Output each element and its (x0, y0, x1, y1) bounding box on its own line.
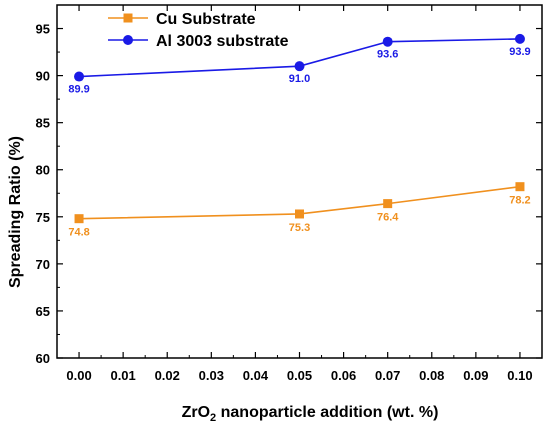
legend: Cu Substrate Al 3003 substrate (108, 11, 289, 50)
x-tick-label: 0.05 (287, 368, 312, 383)
x-tick-label: 0.08 (419, 368, 444, 383)
al-data-point (74, 71, 85, 82)
cu-data-point (74, 214, 84, 224)
x-tick-label: 0.02 (155, 368, 180, 383)
legend-circle-marker (123, 35, 133, 45)
x-tick-label: 0.00 (66, 368, 91, 383)
y-tick-label: 80 (36, 163, 50, 178)
series-lines (74, 33, 525, 224)
x-tick-label: 0.06 (331, 368, 356, 383)
plot-frame (56, 4, 543, 359)
x-tick-label: 0.04 (243, 368, 269, 383)
cu-data-label: 74.8 (68, 227, 89, 239)
y-tick-label: 65 (36, 304, 50, 319)
al-3003-line (79, 38, 520, 78)
al-data-label: 91.0 (289, 73, 310, 85)
al-data-point (382, 36, 393, 47)
al-data-label: 93.6 (377, 49, 398, 61)
cu-data-label: 76.4 (377, 212, 399, 224)
x-axis-title-rest: nanoparticle addition (wt. %) (216, 404, 438, 421)
x-tick-label: 0.03 (199, 368, 224, 383)
y-tick-label: 90 (36, 69, 50, 84)
al-data-label: 89.9 (68, 84, 89, 96)
y-tick-label: 70 (36, 257, 50, 272)
cu-data-point (515, 182, 525, 192)
x-tick-label: 0.10 (507, 368, 532, 383)
cu-data-label: 75.3 (289, 222, 310, 234)
tick-marks (57, 5, 542, 359)
data-labels: 74.8 75.3 76.4 78.2 89.9 91.0 93.6 93.9 (68, 46, 530, 239)
al-data-point (514, 33, 525, 44)
legend-entry-label: Cu Substrate (156, 11, 256, 28)
x-axis-title-main: ZrO (182, 404, 210, 421)
cu-data-label: 78.2 (509, 195, 530, 207)
legend-square-marker (123, 13, 133, 23)
x-tick-label: 0.01 (110, 368, 135, 383)
legend-entry-label: Al 3003 substrate (156, 33, 289, 50)
axes (56, 4, 543, 359)
cu-data-point (383, 199, 393, 209)
x-tick-label: 0.09 (463, 368, 488, 383)
y-tick-label: 60 (36, 351, 50, 366)
cu-substrate-line (79, 185, 521, 220)
x-axis-title: ZrO2 nanoparticle addition (wt. %) (182, 404, 439, 424)
tick-labels: 0.00 0.01 0.02 0.03 0.04 0.05 0.06 0.07 0.08 0.09… (36, 22, 533, 383)
cu-data-point (295, 209, 304, 219)
y-tick-label: 75 (36, 210, 50, 225)
y-tick-label: 85 (36, 116, 50, 131)
y-axis-title: Spreading Ratio (%) (7, 136, 24, 288)
al-data-point (294, 61, 305, 72)
x-tick-label: 0.07 (375, 368, 400, 383)
y-tick-label: 95 (36, 22, 50, 37)
x-axis-title-subscript: 2 (210, 412, 216, 424)
al-data-label: 93.9 (509, 46, 530, 58)
